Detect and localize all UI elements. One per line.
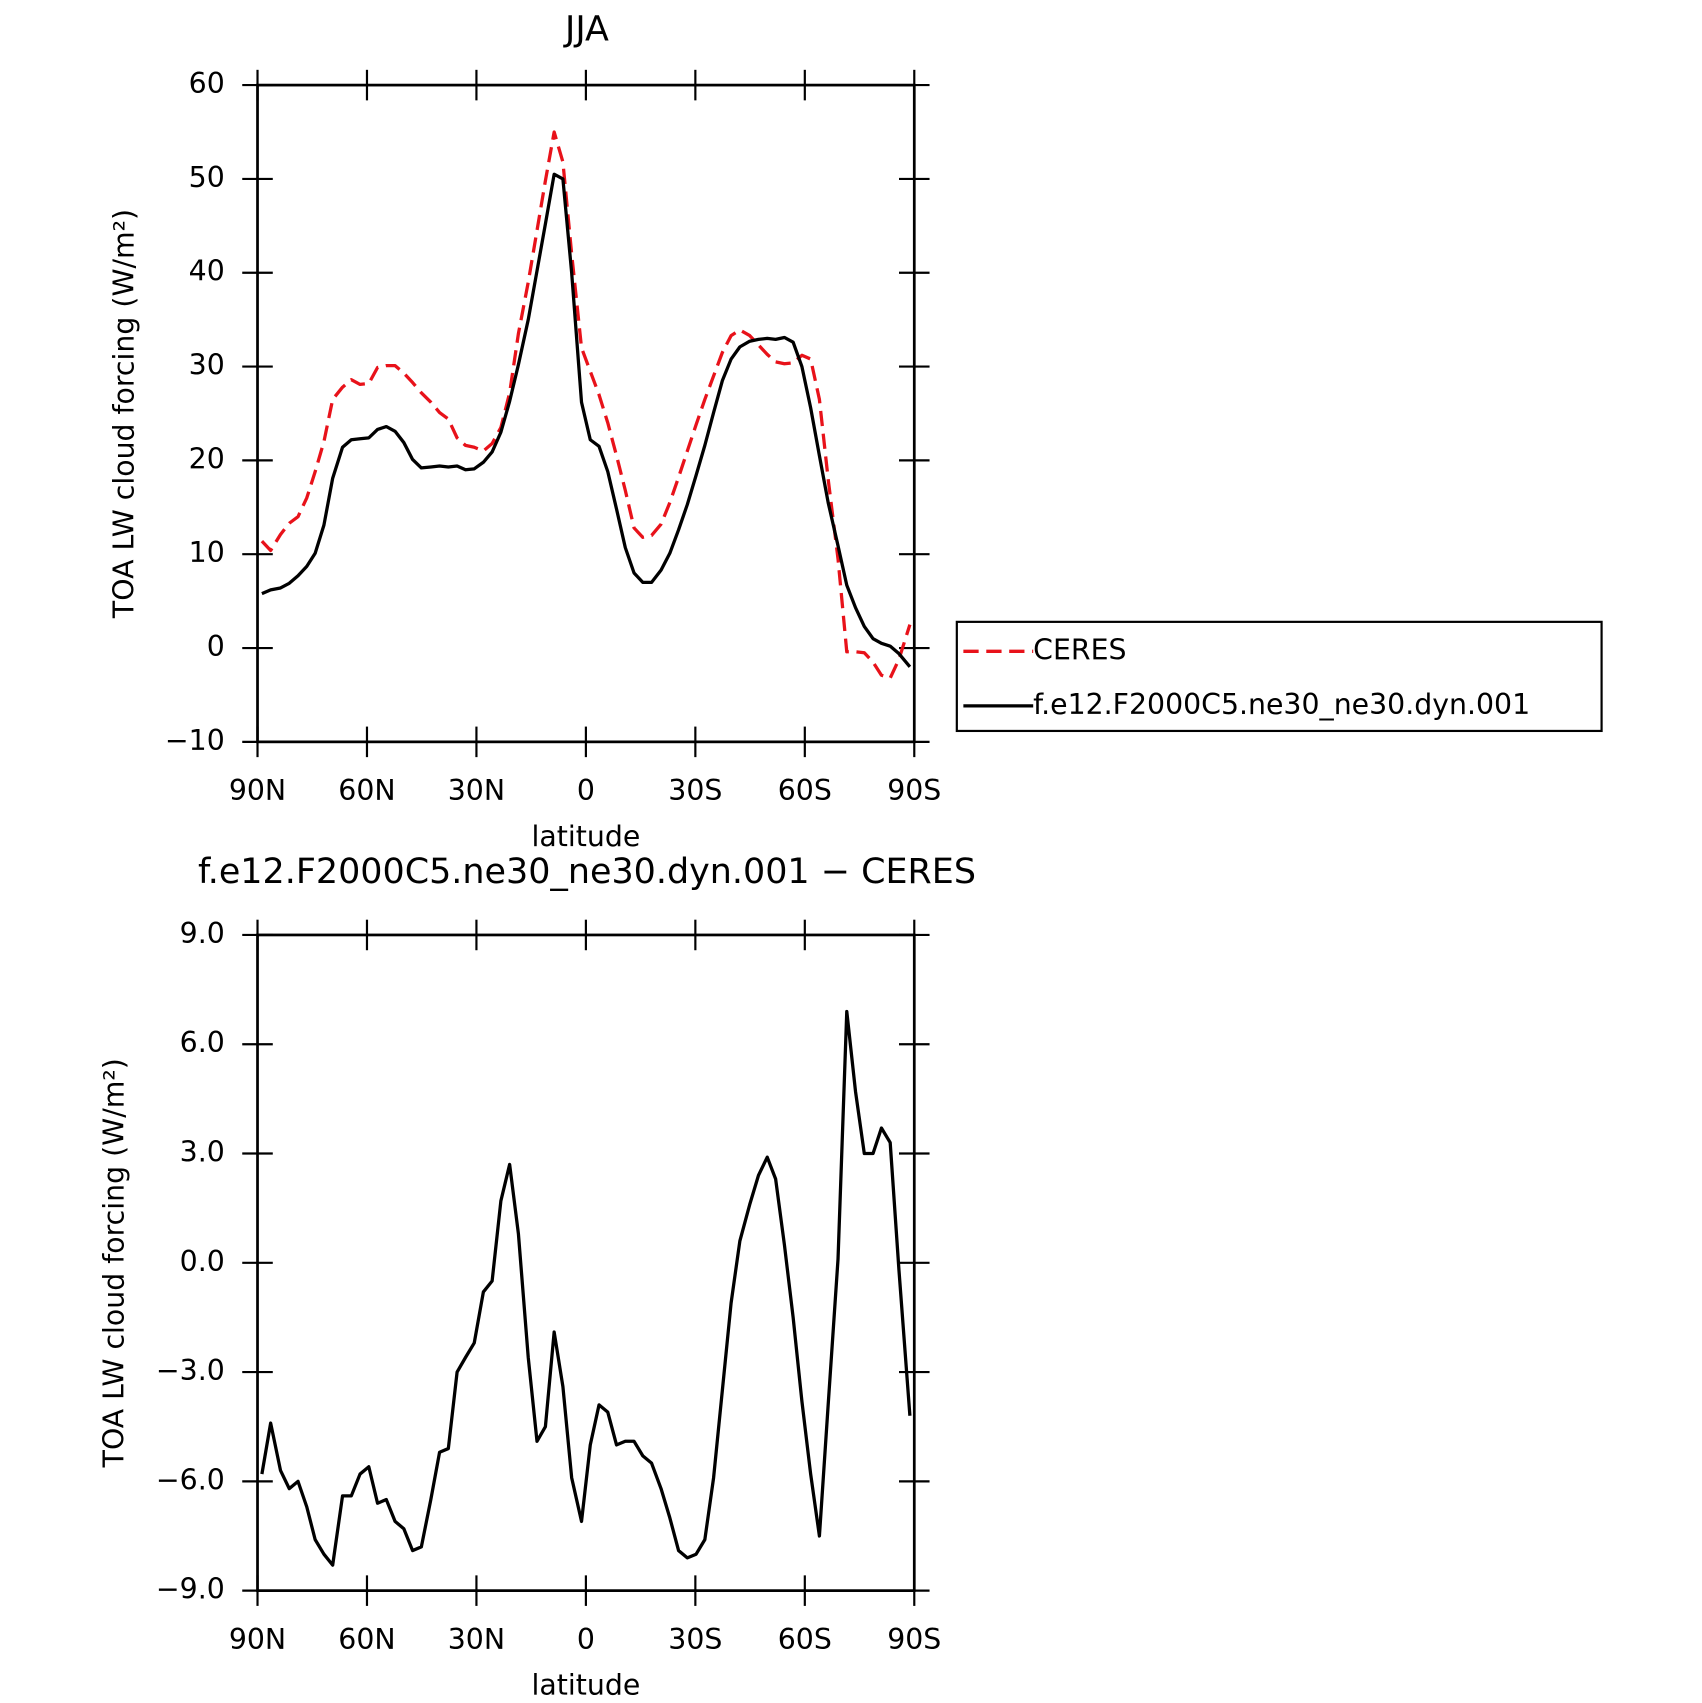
x-axis-label: latitude xyxy=(531,820,640,853)
x-tick-label: 30N xyxy=(448,1623,505,1656)
x-tick-label: 30S xyxy=(668,1623,722,1656)
y-tick-label: 0 xyxy=(207,630,225,663)
chart-title: f.e12.F2000C5.ne30_ne30.dyn.001 − CERES xyxy=(198,852,976,892)
y-tick-label: 10 xyxy=(189,536,225,569)
y-tick-label: 60 xyxy=(189,67,225,100)
x-tick-label: 90S xyxy=(887,1623,941,1656)
y-tick-label: −9.0 xyxy=(156,1573,225,1606)
x-tick-label: 30S xyxy=(668,774,722,807)
data-line xyxy=(260,1009,912,1567)
y-axis-label: TOA LW cloud forcing (W/m²) xyxy=(108,209,141,619)
data-line xyxy=(260,130,912,680)
x-tick-label: 60S xyxy=(778,774,832,807)
y-tick-label: 50 xyxy=(189,161,225,194)
y-tick-label: −3.0 xyxy=(156,1354,225,1387)
x-tick-label: 90N xyxy=(229,774,286,807)
x-axis-label: latitude xyxy=(531,1669,640,1702)
data-line xyxy=(261,172,912,668)
y-tick-label: −10 xyxy=(165,724,225,757)
chart-title: JJA xyxy=(563,10,609,50)
x-tick-label: 0 xyxy=(577,1623,595,1656)
y-tick-label: 40 xyxy=(189,255,225,288)
y-tick-label: 20 xyxy=(189,442,225,475)
legend-label: f.e12.F2000C5.ne30_ne30.dyn.001 xyxy=(1033,688,1530,721)
x-tick-label: 60N xyxy=(338,1623,395,1656)
x-tick-label: 90S xyxy=(887,774,941,807)
y-tick-label: −6.0 xyxy=(156,1463,225,1496)
x-tick-label: 90N xyxy=(229,1623,286,1656)
legend-box xyxy=(955,620,1603,733)
y-tick-label: 9.0 xyxy=(180,917,225,950)
y-tick-label: 30 xyxy=(189,349,225,382)
x-tick-label: 60S xyxy=(778,1623,832,1656)
y-tick-label: 6.0 xyxy=(180,1026,225,1059)
x-tick-label: 30N xyxy=(448,774,505,807)
plot-frame xyxy=(256,83,916,744)
x-tick-label: 0 xyxy=(577,774,595,807)
x-tick-label: 60N xyxy=(338,774,395,807)
y-tick-label: 0.0 xyxy=(180,1245,225,1278)
y-axis-label: TOA LW cloud forcing (W/m²) xyxy=(98,1058,131,1468)
legend-label: CERES xyxy=(1033,633,1126,666)
y-tick-label: 3.0 xyxy=(180,1136,225,1169)
